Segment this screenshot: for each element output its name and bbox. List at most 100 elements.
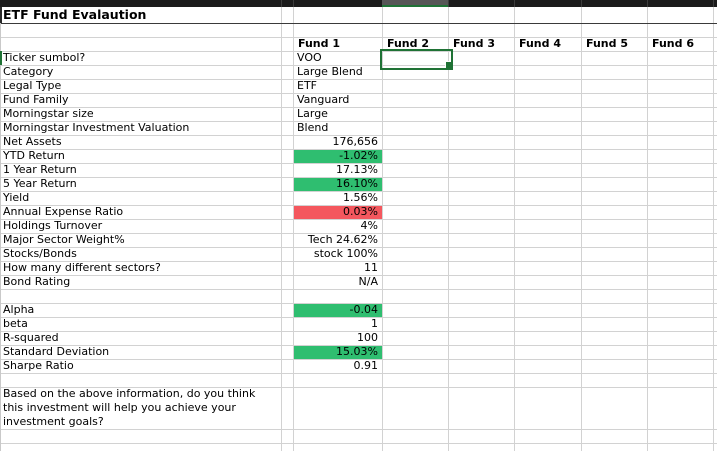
sheet-left-edge-title [0, 7, 2, 23]
label-cell[interactable]: Standard Deviation [3, 345, 110, 358]
label-cell[interactable]: Ticker sumbol? [3, 51, 86, 64]
label-cell[interactable]: Bond Rating [3, 275, 71, 288]
fund1-value-cell[interactable]: Blend [297, 121, 329, 134]
label-cell[interactable]: Stocks/Bonds [3, 247, 77, 260]
conditional-fill [293, 303, 382, 317]
selected-column-indicator[interactable] [382, 0, 448, 7]
label-cell[interactable]: Legal Type [3, 79, 62, 92]
fund1-value-cell[interactable]: N/A [358, 275, 378, 288]
fund1-value-cell[interactable]: 0.91 [353, 359, 379, 372]
column-header-separator [581, 0, 582, 7]
gridline [293, 7, 294, 451]
label-cell[interactable]: Major Sector Weight% [3, 233, 125, 246]
frozen-pane-divider [0, 23, 717, 24]
fund-header-cell[interactable]: Fund 2 [387, 37, 429, 50]
fund1-value-cell[interactable]: 0.03% [343, 205, 378, 218]
fund1-value-cell[interactable]: Large Blend [297, 65, 363, 78]
fill-handle[interactable] [446, 62, 452, 68]
column-header-separator [448, 0, 449, 7]
gridline [0, 233, 717, 234]
label-cell[interactable]: Yield [3, 191, 30, 204]
label-cell[interactable]: beta [3, 317, 28, 330]
label-cell[interactable]: Fund Family [3, 93, 69, 106]
fund1-value-cell[interactable]: 1.56% [343, 191, 378, 204]
label-cell[interactable]: Annual Expense Ratio [3, 205, 124, 218]
fund-header-cell[interactable]: Fund 1 [298, 37, 340, 50]
fund1-value-cell[interactable]: Vanguard [297, 93, 350, 106]
gridline [0, 303, 717, 304]
question-line: this investment will help you achieve yo… [3, 401, 236, 414]
label-cell[interactable]: Holdings Turnover [3, 219, 103, 232]
gridline [0, 65, 717, 66]
gridline [713, 7, 714, 451]
label-cell[interactable]: Category [3, 65, 54, 78]
fund1-value-cell[interactable]: 17.13% [336, 163, 378, 176]
selected-cell[interactable] [380, 49, 453, 70]
fund1-value-cell[interactable]: 15.03% [336, 345, 378, 358]
gridline [0, 107, 717, 108]
selected-row-indicator [0, 51, 2, 65]
sheet-title-cell[interactable]: ETF Fund Evalaution [3, 7, 147, 22]
fund-header-cell[interactable]: Fund 5 [586, 37, 628, 50]
gridline [0, 205, 717, 206]
gridline [0, 359, 717, 360]
gridline [0, 191, 717, 192]
gridline [0, 219, 717, 220]
fund1-value-cell[interactable]: Tech 24.62% [307, 233, 378, 246]
fund1-value-cell[interactable]: 1 [371, 317, 378, 330]
column-header-separator [514, 0, 515, 7]
label-cell[interactable]: Net Assets [3, 135, 62, 148]
gridline [514, 7, 515, 451]
fund-header-cell[interactable]: Fund 4 [519, 37, 561, 50]
gridline [0, 443, 717, 444]
column-header-strip[interactable] [0, 0, 717, 7]
fund1-value-cell[interactable]: 4% [360, 219, 378, 232]
label-cell[interactable]: Sharpe Ratio [3, 359, 74, 372]
gridline [647, 7, 648, 451]
fund-header-cell[interactable]: Fund 6 [652, 37, 694, 50]
fund1-value-cell[interactable]: -0.04 [349, 303, 378, 316]
fund1-value-cell[interactable]: 100 [357, 331, 378, 344]
label-cell[interactable]: Alpha [3, 303, 35, 316]
fund1-value-cell[interactable]: -1.02% [339, 149, 378, 162]
fund1-value-cell[interactable]: VOO [297, 51, 322, 64]
conditional-fill [293, 149, 382, 163]
fund1-value-cell[interactable]: 176,656 [332, 135, 379, 148]
gridline [0, 135, 717, 136]
column-header-separator [293, 0, 294, 7]
gridline [0, 37, 717, 38]
fund1-value-cell[interactable]: 11 [364, 261, 378, 274]
gridline [382, 7, 383, 451]
fund1-value-cell[interactable]: 16.10% [336, 177, 378, 190]
fund1-value-cell[interactable]: Large [297, 107, 328, 120]
gridline [448, 7, 449, 451]
conditional-fill [293, 345, 382, 359]
gridline [0, 317, 717, 318]
label-cell[interactable]: 5 Year Return [3, 177, 77, 190]
fund1-value-cell[interactable]: ETF [297, 79, 317, 92]
gridline [0, 149, 717, 150]
conditional-fill [293, 177, 382, 191]
question-cell[interactable]: Based on the above information, do you t… [3, 387, 279, 429]
gridline [0, 93, 717, 94]
label-cell[interactable]: 1 Year Return [3, 163, 77, 176]
label-cell[interactable]: Morningstar Investment Valuation [3, 121, 190, 134]
label-cell[interactable]: R-squared [3, 331, 59, 344]
gridline [0, 289, 717, 290]
label-cell[interactable]: Morningstar size [3, 107, 94, 120]
label-cell[interactable]: How many different sectors? [3, 261, 161, 274]
fund1-value-cell[interactable]: stock 100% [313, 247, 378, 260]
column-header-separator [647, 0, 648, 7]
gridline [0, 247, 717, 248]
gridline [0, 275, 717, 276]
gridline [0, 177, 717, 178]
conditional-fill [293, 205, 382, 219]
gridline [0, 345, 717, 346]
gridline [0, 429, 717, 430]
gridline [0, 331, 717, 332]
label-cell[interactable]: YTD Return [3, 149, 65, 162]
question-line: investment goals? [3, 415, 104, 428]
fund-header-cell[interactable]: Fund 3 [453, 37, 495, 50]
gridline [0, 51, 717, 52]
